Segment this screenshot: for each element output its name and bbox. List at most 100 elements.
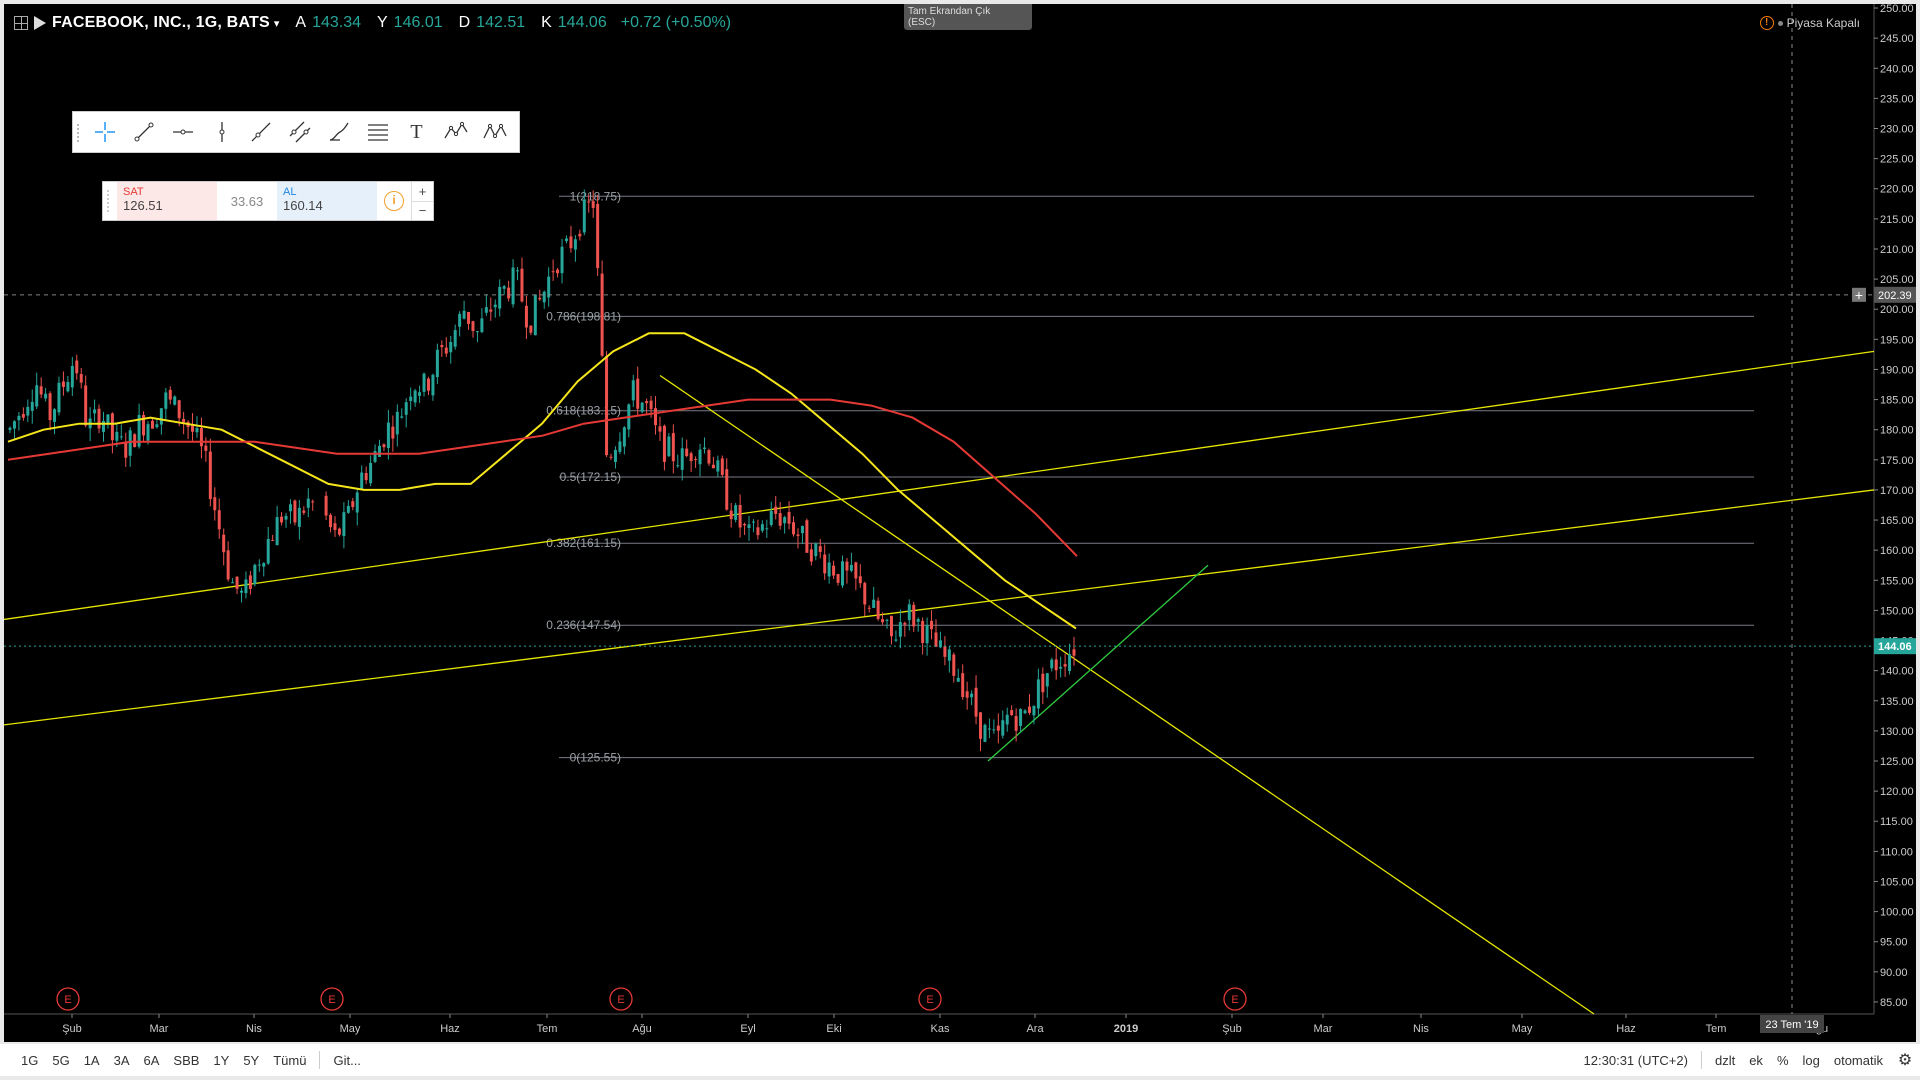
sell-label: SAT xyxy=(123,186,144,198)
chart-area[interactable]: 85.00 90.00 95.00 100.00 105.00 110.00 115.00 1… xyxy=(4,4,1916,1042)
price-chart[interactable]: 85.00 90.00 95.00 100.00 105.00 110.00 115.00 1… xyxy=(4,4,1916,1042)
range-button-3a[interactable]: 3A xyxy=(113,1052,130,1068)
price-tick-label: 155.00 xyxy=(1880,575,1914,587)
range-button-5g[interactable]: 5G xyxy=(52,1052,70,1068)
flag-icon[interactable] xyxy=(34,16,46,30)
candle-body xyxy=(511,267,515,305)
auto-scale-button[interactable]: otomatik xyxy=(1833,1052,1883,1068)
candle-body xyxy=(378,445,382,457)
low-value: 142.51 xyxy=(476,14,526,31)
range-button-6a[interactable]: 6A xyxy=(143,1052,160,1068)
candle-body xyxy=(35,385,39,407)
exit-fullscreen-hint: (ESC) xyxy=(908,17,936,28)
earnings-marker[interactable] xyxy=(1223,987,1247,1011)
candle-body xyxy=(324,495,328,516)
price-tick-label: 85.00 xyxy=(1880,997,1908,1009)
candle-body xyxy=(867,607,871,609)
downtrend-line[interactable] xyxy=(659,374,1595,1015)
earnings-marker-label: E xyxy=(926,994,933,1006)
candle-body xyxy=(961,673,965,698)
range-button-1g[interactable]: 1G xyxy=(21,1052,39,1068)
range-button-1y[interactable]: 1Y xyxy=(213,1052,230,1068)
candle-body xyxy=(1005,714,1009,725)
range-button-sbb[interactable]: SBB xyxy=(173,1052,200,1068)
exit-fullscreen-button[interactable]: Tam Ekrandan Çık (ESC) xyxy=(904,4,1032,30)
adjust-button[interactable]: dzlt xyxy=(1714,1052,1736,1068)
decrease-button[interactable]: − xyxy=(418,203,427,219)
candle-body xyxy=(970,693,974,698)
candle-body xyxy=(783,517,787,524)
add-alert-button[interactable] xyxy=(1852,287,1866,302)
quantity-stepper: + − xyxy=(411,182,433,220)
clock[interactable]: 12:30:31 (UTC+2) xyxy=(1583,1052,1688,1068)
market-status[interactable]: ! Piyasa Kapalı xyxy=(1759,16,1860,30)
price-axis[interactable] xyxy=(1874,4,1916,1042)
ray-tool[interactable] xyxy=(241,112,280,152)
lower-trendline[interactable] xyxy=(4,489,1875,726)
elliott-wave-tool[interactable] xyxy=(436,112,475,152)
range-button-5y[interactable]: 5Y xyxy=(243,1052,260,1068)
trend-line-tool[interactable] xyxy=(124,112,163,152)
earnings-marker[interactable] xyxy=(56,987,80,1011)
ma200-line[interactable] xyxy=(7,398,1078,557)
upper-trendline[interactable] xyxy=(4,350,1875,621)
price-tick-label: 195.00 xyxy=(1880,334,1914,346)
drag-handle-icon[interactable] xyxy=(77,124,81,142)
layout-grid-icon[interactable] xyxy=(14,16,28,30)
candle-body xyxy=(271,540,275,542)
candle-body xyxy=(573,239,577,250)
buy-button[interactable]: AL 160.14 xyxy=(277,182,377,220)
price-tick-label: 140.00 xyxy=(1880,666,1914,678)
drag-handle-icon[interactable] xyxy=(107,190,117,212)
candle-body xyxy=(751,521,755,523)
horizontal-ray-tool[interactable] xyxy=(163,112,202,152)
candle-body xyxy=(288,504,292,512)
price-tick-label: 150.00 xyxy=(1880,605,1914,617)
range-button-1a[interactable]: 1A xyxy=(83,1052,100,1068)
xabcd-pattern-tool[interactable] xyxy=(475,112,514,152)
log-scale-button[interactable]: log xyxy=(1802,1052,1820,1068)
candle-body xyxy=(796,534,800,536)
candle-body xyxy=(689,453,693,462)
candle-body xyxy=(760,524,764,531)
candle-body xyxy=(360,472,364,489)
candle-body xyxy=(57,382,61,413)
extended-hours-button[interactable]: ek xyxy=(1749,1052,1763,1068)
earnings-marker[interactable] xyxy=(609,987,633,1011)
candle-body xyxy=(965,691,969,698)
range-button-tümü[interactable]: Tümü xyxy=(273,1052,307,1068)
candle-body xyxy=(654,408,658,426)
candle-body xyxy=(93,409,97,414)
support-line[interactable] xyxy=(987,564,1209,762)
vertical-line-tool[interactable] xyxy=(202,112,241,152)
gear-icon[interactable]: ⚙ xyxy=(1897,1052,1913,1069)
candle-body xyxy=(302,510,306,513)
crosshair-tool[interactable] xyxy=(85,112,124,152)
ma50-line[interactable] xyxy=(7,332,1077,630)
candle-body xyxy=(556,269,560,274)
brush-tool[interactable] xyxy=(319,112,358,152)
warning-icon[interactable]: ! xyxy=(1759,16,1774,30)
earnings-marker[interactable] xyxy=(918,987,942,1011)
text-tool[interactable]: T xyxy=(397,112,436,152)
symbol-name[interactable]: FACEBOOK, INC., 1G, BATS xyxy=(52,14,270,31)
goto-date-button[interactable]: Git... xyxy=(333,1052,361,1068)
candle-body xyxy=(248,575,252,589)
fib-retracement-tool[interactable] xyxy=(358,112,397,152)
parallel-channel-tool[interactable] xyxy=(280,112,319,152)
elliott-wave-icon xyxy=(443,121,468,139)
scale-options: dzlt ek% log otomatik xyxy=(1708,1053,1890,1068)
candle-body xyxy=(938,640,942,648)
candle-body xyxy=(257,564,261,566)
candle-body xyxy=(475,331,479,333)
price-tick-label: 215.00 xyxy=(1880,214,1914,226)
info-button[interactable]: i xyxy=(377,182,411,220)
percent-scale-button[interactable]: % xyxy=(1776,1052,1789,1068)
candle-body xyxy=(716,460,720,472)
increase-button[interactable]: + xyxy=(412,182,433,202)
sell-button[interactable]: SAT 126.51 xyxy=(117,182,217,220)
chevron-down-icon[interactable]: ▾ xyxy=(273,17,280,30)
candle-body xyxy=(533,294,537,336)
candle-body xyxy=(231,582,235,584)
earnings-marker[interactable] xyxy=(320,987,344,1011)
